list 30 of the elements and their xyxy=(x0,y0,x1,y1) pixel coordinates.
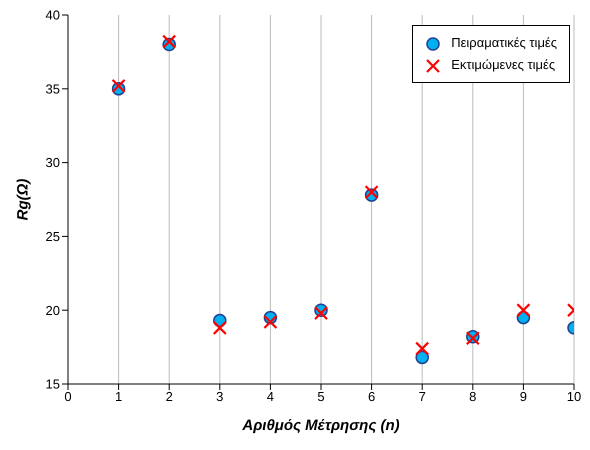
y-tick-label: 40 xyxy=(46,8,60,23)
legend-label: Εκτιμώμενες τιμές xyxy=(450,56,556,74)
x-tick-label: 9 xyxy=(520,389,528,404)
x-tick-label: 4 xyxy=(266,389,274,404)
y-tick-label: 15 xyxy=(46,376,60,392)
y-tick-label: 20 xyxy=(46,302,60,318)
legend-label: Πειραματικές τιμές xyxy=(450,34,557,52)
point xyxy=(212,320,227,336)
point xyxy=(415,350,429,364)
x-tick-label: 2 xyxy=(166,389,173,404)
x-tick-label: 10 xyxy=(566,389,582,404)
x-tick-label: 3 xyxy=(216,389,224,404)
x-tick-label: 0 xyxy=(64,389,72,404)
point xyxy=(516,303,530,318)
x-tick-label: 6 xyxy=(368,389,376,404)
point xyxy=(263,314,278,330)
y-axis-title: Rg(Ω) xyxy=(14,178,32,220)
x-tick-label: 1 xyxy=(114,389,122,404)
point xyxy=(415,341,430,356)
y-tick-label: 25 xyxy=(46,229,60,244)
x-tick-label: 8 xyxy=(469,389,476,404)
point xyxy=(364,185,379,200)
x-tick-label: 7 xyxy=(418,389,426,404)
y-tick-label: 30 xyxy=(46,155,60,170)
point xyxy=(162,34,176,49)
y-tick-label: 35 xyxy=(46,81,60,96)
point xyxy=(314,306,328,320)
point xyxy=(112,78,126,93)
x-tick-label: 5 xyxy=(317,389,325,404)
x-axis-title: Αριθμός Μέτρησης (n) xyxy=(241,417,400,434)
